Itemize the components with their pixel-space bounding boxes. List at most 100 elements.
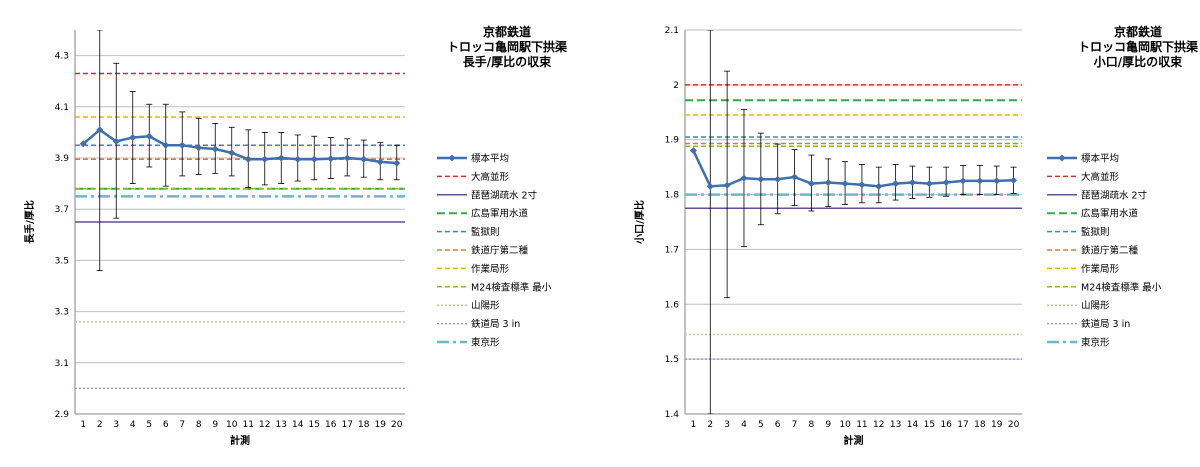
data-point — [807, 180, 815, 188]
legend-label: 鉄道局 3 in — [471, 318, 520, 330]
chart-title-line: 京都鉄道 — [1114, 24, 1162, 39]
plot-area — [685, 30, 1022, 414]
y-tick-label: 2.1 — [665, 26, 679, 36]
data-point — [376, 158, 384, 166]
x-tick-label: 18 — [974, 420, 986, 430]
data-point — [96, 126, 104, 134]
data-point — [740, 174, 748, 182]
legend-label: M24検査標準 最小 — [471, 281, 552, 293]
legend-label: 広島軍用水道 — [1081, 208, 1139, 220]
x-tick-label: 13 — [276, 420, 287, 430]
legend-label: 大高並形 — [471, 171, 510, 183]
legend-label: 標本平均 — [471, 153, 509, 165]
x-tick-label: 1 — [691, 420, 697, 430]
chart-header-ratio: 1.41.51.61.71.81.922.11 2 3 4 5 6 7 8 9 10 11 12 13 1… — [633, 24, 1198, 447]
x-tick-label: 14 — [907, 420, 919, 430]
x-tick-label: 2 — [97, 420, 103, 430]
y-axis-title: 長手/厚比 — [23, 200, 36, 244]
data-point — [791, 173, 799, 181]
x-tick-label: 9 — [825, 420, 831, 430]
x-tick-label: 20 — [1008, 420, 1020, 430]
chart-length-ratio: 2.93.13.33.53.73.94.14.31 2 3 4 5 6 7 8 9 10 11 12 1… — [23, 24, 567, 447]
x-tick-label: 12 — [873, 420, 884, 430]
x-tick-label: 8 — [196, 420, 202, 430]
data-point — [327, 155, 335, 163]
data-point — [689, 147, 697, 155]
x-tick-label: 2 — [707, 420, 713, 430]
y-tick-label: 3.1 — [55, 359, 69, 369]
chart-title-line: トロッコ亀岡駅下拱渠 — [447, 39, 567, 54]
data-point — [244, 155, 252, 163]
x-tick-label: 15 — [924, 420, 935, 430]
data-point — [195, 144, 203, 152]
x-tick-label: 3 — [113, 420, 119, 430]
y-tick-label: 4.3 — [55, 52, 69, 62]
x-tick-label: 13 — [890, 420, 901, 430]
data-point — [294, 155, 302, 163]
legend-label: 広島軍用水道 — [471, 208, 529, 220]
y-tick-label: 3.3 — [55, 308, 69, 318]
y-tick-label: 2.9 — [55, 410, 70, 420]
data-point — [757, 175, 765, 183]
x-tick-label: 10 — [839, 420, 851, 430]
y-tick-label: 2 — [673, 81, 679, 91]
legend-marker — [448, 154, 456, 162]
x-tick-label: 20 — [391, 420, 403, 430]
chart-title-line: トロッコ亀岡駅下拱渠 — [1078, 39, 1198, 54]
legend-label: 監獄則 — [1081, 226, 1110, 238]
legend-label: 山陽形 — [1081, 300, 1110, 312]
y-axis-title: 小口/厚比 — [633, 200, 646, 245]
legend-label: 鉄道局 3 in — [1081, 318, 1130, 330]
legend-label: 作業局形 — [471, 263, 510, 275]
x-tick-label: 15 — [309, 420, 320, 430]
data-point — [858, 181, 866, 189]
y-tick-label: 3.7 — [55, 205, 69, 215]
y-tick-label: 1.9 — [665, 136, 680, 146]
legend-label: 鉄道庁第二種 — [471, 245, 529, 257]
y-tick-label: 1.4 — [665, 410, 680, 420]
data-point — [393, 159, 401, 167]
data-point — [959, 177, 967, 185]
y-tick-label: 4.1 — [55, 103, 69, 113]
x-tick-label: 5 — [146, 420, 152, 430]
data-point — [360, 155, 368, 163]
chart-title-line: 小口/厚比の収束 — [1094, 54, 1183, 69]
data-point — [925, 180, 933, 188]
data-point — [112, 137, 120, 145]
x-tick-label: 4 — [741, 420, 747, 430]
data-point — [261, 155, 269, 163]
x-tick-label: 8 — [809, 420, 815, 430]
data-point — [228, 149, 236, 157]
x-tick-label: 7 — [792, 420, 798, 430]
x-tick-label: 3 — [724, 420, 730, 430]
x-tick-label: 19 — [375, 420, 387, 430]
data-point — [774, 175, 782, 183]
data-point — [343, 154, 351, 162]
plot-area — [75, 30, 405, 390]
x-tick-label: 6 — [163, 420, 169, 430]
x-tick-label: 14 — [292, 420, 304, 430]
data-point — [310, 155, 318, 163]
x-tick-label: 11 — [243, 420, 254, 430]
legend-label: 東京形 — [471, 337, 500, 349]
y-tick-label: 1.5 — [665, 355, 679, 365]
x-tick-label: 4 — [130, 420, 136, 430]
data-point — [875, 182, 883, 190]
x-tick-label: 1 — [80, 420, 86, 430]
data-point — [908, 179, 916, 187]
data-point — [211, 145, 219, 153]
legend-marker — [1058, 154, 1066, 162]
y-tick-label: 1.8 — [665, 191, 680, 201]
x-tick-label: 17 — [957, 420, 968, 430]
data-point — [942, 179, 950, 187]
x-tick-label: 16 — [325, 420, 337, 430]
x-tick-label: 16 — [940, 420, 952, 430]
x-axis-title: 計測 — [844, 434, 864, 447]
y-tick-label: 1.6 — [665, 300, 680, 310]
x-tick-label: 11 — [856, 420, 867, 430]
data-point — [976, 177, 984, 185]
legend-label: 山陽形 — [471, 300, 500, 312]
legend-label: M24検査標準 最小 — [1081, 281, 1162, 293]
x-tick-label: 12 — [259, 420, 270, 430]
legend-label: 琵琶湖疏水 2寸 — [471, 189, 538, 201]
